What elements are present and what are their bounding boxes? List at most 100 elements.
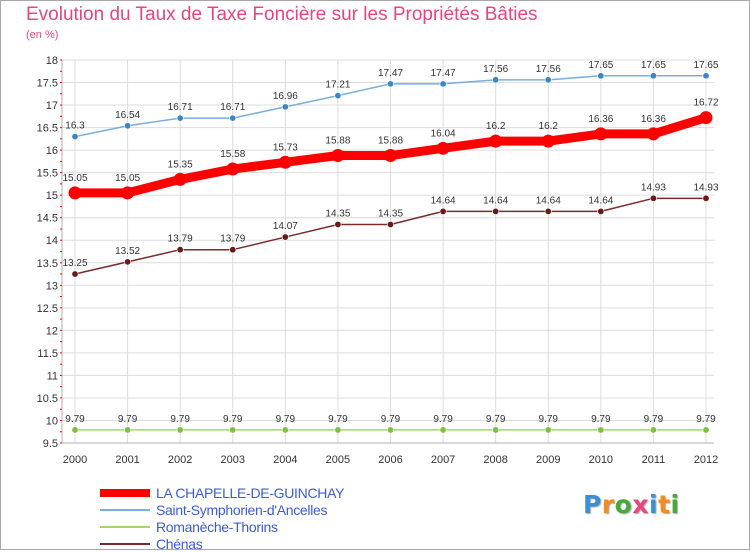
x-tick-label: 2002 <box>168 454 192 466</box>
data-label: 16.96 <box>273 91 298 102</box>
data-point <box>278 155 292 169</box>
data-label: 14.64 <box>588 195 613 206</box>
data-point <box>334 426 342 434</box>
data-point <box>597 72 605 80</box>
data-point <box>229 114 237 122</box>
legend-label: Romanèche-Thorins <box>156 518 278 535</box>
data-point <box>594 127 608 141</box>
data-point <box>436 141 450 155</box>
legend: LA CHAPELLE-DE-GUINCHAY Saint-Symphorien-… <box>100 484 344 552</box>
data-point <box>439 80 447 88</box>
data-point <box>384 149 397 163</box>
legend-item: LA CHAPELLE-DE-GUINCHAY <box>100 484 344 501</box>
data-label: 17.65 <box>588 60 613 71</box>
x-tick-label: 2000 <box>63 454 87 466</box>
data-point <box>71 133 79 141</box>
data-point <box>124 258 132 266</box>
data-point <box>702 426 710 434</box>
data-label: 17.21 <box>325 80 350 91</box>
legend-label: Chénas <box>156 535 203 552</box>
data-label: 14.64 <box>431 195 456 206</box>
logo-letter: i <box>649 490 659 519</box>
data-label: 16.36 <box>641 114 666 125</box>
legend-swatch <box>100 508 150 511</box>
grid-layer <box>62 59 714 444</box>
data-label: 16.2 <box>539 121 559 132</box>
data-point <box>386 220 394 228</box>
data-label: 9.79 <box>644 414 664 425</box>
y-tick-label: 10.5 <box>37 393 58 405</box>
data-label: 15.88 <box>325 136 350 147</box>
data-point <box>281 233 289 241</box>
x-tick-label: 2006 <box>378 454 402 466</box>
data-point <box>281 103 289 111</box>
data-label: 14.64 <box>536 195 561 206</box>
data-label: 17.65 <box>641 60 666 71</box>
x-tick-label: 2011 <box>642 454 666 466</box>
data-point <box>226 162 240 176</box>
data-label: 16.2 <box>486 121 506 132</box>
data-label: 13.52 <box>115 246 140 257</box>
logo-letter: x <box>632 490 649 519</box>
data-label: 15.58 <box>220 149 245 160</box>
data-label: 15.05 <box>115 173 140 184</box>
x-tick-label: 2008 <box>483 454 507 466</box>
data-label: 16.71 <box>168 102 193 113</box>
data-point <box>176 426 184 434</box>
data-label: 9.79 <box>118 414 138 425</box>
data-label: 17.65 <box>693 60 718 71</box>
logo-letter: r <box>601 490 615 519</box>
legend-swatch <box>100 488 150 497</box>
y-tick-label: 13.5 <box>37 258 58 270</box>
data-label: 9.79 <box>65 414 85 425</box>
data-label-layer: 15.05 15.05 15.35 15.58 15.73 15.88 15.88 16.04… <box>62 60 718 425</box>
data-label: 15.35 <box>168 159 193 170</box>
chart-unit-label: (en %) <box>26 29 59 41</box>
legend-item: Saint-Symphorien-d'Ancelles <box>100 501 344 518</box>
data-point <box>492 207 500 215</box>
data-label: 16.3 <box>65 121 85 132</box>
data-point <box>386 80 394 88</box>
data-point <box>124 122 132 130</box>
data-label: 14.35 <box>325 208 350 219</box>
y-tick-label: 13 <box>46 280 58 292</box>
data-label: 13.25 <box>62 258 87 269</box>
y-tick-label: 15.5 <box>37 168 58 180</box>
data-label: 9.79 <box>328 414 348 425</box>
data-label: 14.07 <box>273 221 298 232</box>
logo-letter: P <box>583 490 602 519</box>
data-point <box>489 134 503 148</box>
data-point <box>597 426 605 434</box>
data-point <box>439 207 447 215</box>
data-point <box>331 149 345 163</box>
x-tick-label: 2010 <box>589 454 613 466</box>
data-label: 17.47 <box>431 68 456 79</box>
data-point <box>649 426 657 434</box>
data-label: 14.93 <box>693 182 718 193</box>
data-label: 15.73 <box>273 142 298 153</box>
series-layer <box>68 72 713 434</box>
data-label: 9.79 <box>433 414 453 425</box>
logo-letter: i <box>670 490 680 519</box>
data-label: 17.56 <box>483 64 508 75</box>
data-point <box>597 207 605 215</box>
data-point <box>649 194 657 202</box>
data-point <box>649 72 657 80</box>
data-label: 16.36 <box>588 114 613 125</box>
x-tick-label: 2001 <box>115 454 139 466</box>
data-point <box>702 72 710 80</box>
data-label: 9.79 <box>696 414 716 425</box>
data-point <box>124 426 132 434</box>
y-tick-label: 17.5 <box>37 78 58 90</box>
data-point <box>699 111 713 125</box>
logo-letter: o <box>614 490 633 519</box>
data-label: 9.79 <box>381 414 401 425</box>
data-label: 9.79 <box>276 414 296 425</box>
x-tick-label: 2009 <box>536 454 560 466</box>
data-point <box>281 426 289 434</box>
y-tick-label: 10 <box>46 415 58 427</box>
data-point <box>68 186 82 200</box>
legend-swatch <box>100 525 150 528</box>
data-point <box>439 426 447 434</box>
